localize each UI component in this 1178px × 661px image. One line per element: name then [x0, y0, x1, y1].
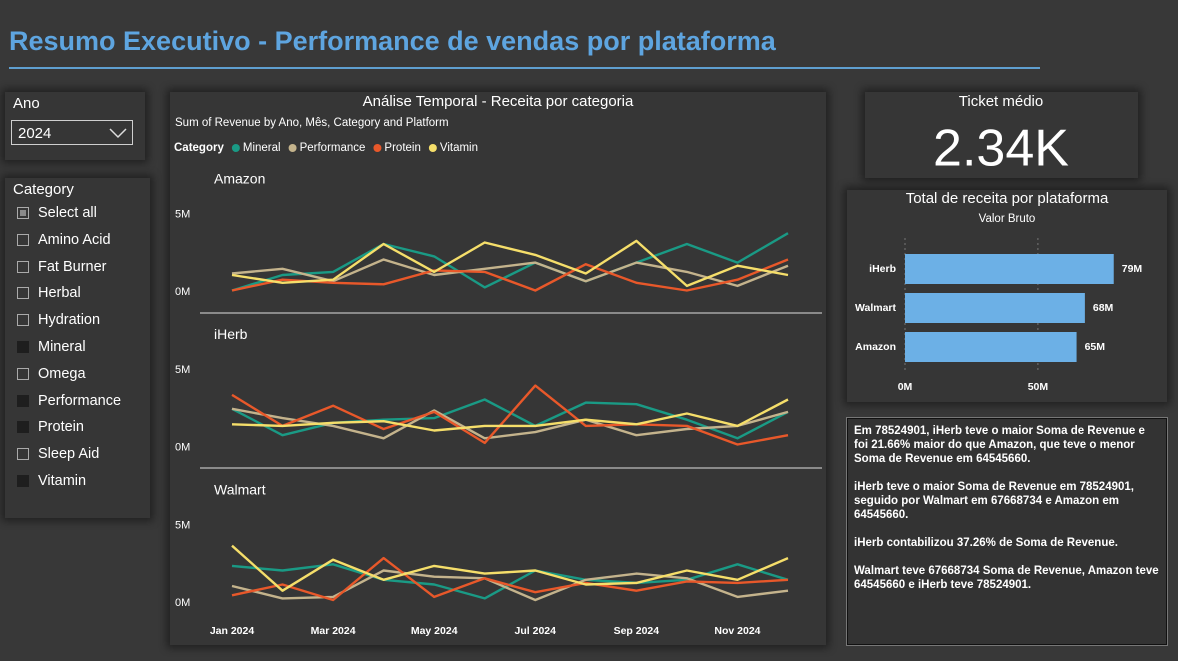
checkbox: [17, 207, 29, 219]
category-slicer: Category Select all Amino Acid Fat Burner H…: [5, 178, 150, 518]
slicer-item-label: Vitamin: [38, 473, 87, 489]
title-rule: [9, 67, 1040, 69]
slicer-item[interactable]: Herbal: [17, 282, 81, 304]
narrative-paragraph: Walmart teve 67668734 Soma de Revenue, A…: [854, 565, 1159, 591]
narrative-paragraph: Em 78524901, iHerb teve o maior Soma de …: [854, 425, 1145, 465]
slicer-item-label: Protein: [38, 419, 84, 436]
slicer-item[interactable]: Performance: [17, 390, 121, 412]
slicer-item-label: Sleep Aid: [38, 446, 100, 463]
checkbox: [17, 475, 29, 487]
slicer-item[interactable]: Mineral: [17, 336, 86, 358]
year-dropdown[interactable]: 2024: [11, 120, 133, 145]
year-slicer: Ano 2024: [5, 92, 145, 160]
dropdown-value: 2024: [18, 125, 52, 142]
checkbox: [17, 367, 29, 380]
slicer-item[interactable]: Omega: [17, 363, 86, 385]
slicer-item-label: Fat Burner: [38, 258, 107, 275]
line-chart-card: [170, 92, 826, 645]
slicer-item-label: Mineral: [38, 339, 86, 355]
slicer-item-label: Hydration: [38, 312, 101, 329]
page-title: Resumo Executivo - Performance de vendas…: [9, 26, 776, 56]
checkbox: [17, 314, 29, 327]
slicer-item-label: Omega: [38, 365, 86, 382]
checkbox: [17, 260, 29, 273]
checkbox: [17, 394, 29, 407]
slicer-item[interactable]: Hydration: [17, 309, 100, 331]
checkbox: [17, 341, 29, 353]
bar-chart-card: [847, 190, 1167, 402]
slicer-item[interactable]: Vitamin: [17, 470, 86, 492]
slicer-item-label: Herbal: [38, 285, 81, 302]
slicer-item[interactable]: Fat Burner: [17, 256, 107, 278]
slicer-item[interactable]: Sleep Aid: [17, 443, 99, 465]
checkbox: [17, 421, 29, 434]
checkbox: [17, 233, 29, 246]
chevron: [109, 128, 127, 139]
slicer-item-label: Select all: [38, 205, 97, 221]
narrative-paragraph: iHerb teve o maior Soma de Revenue em 78…: [854, 481, 1134, 521]
narrative-paragraph: iHerb contabilizou 37.26% de Soma de Rev…: [854, 537, 1118, 549]
slicer-item[interactable]: Protein: [17, 416, 84, 438]
checkbox: [17, 287, 29, 300]
checkbox: [17, 448, 29, 461]
slicer-label: Category: [13, 181, 74, 198]
slicer-label: Ano: [13, 95, 40, 112]
kpi-card: [865, 92, 1138, 178]
slicer-item-label: Amino Acid: [38, 231, 111, 248]
slicer-item-label: Performance: [38, 392, 122, 409]
slicer-item[interactable]: Amino Acid: [17, 229, 111, 251]
narrative: Em 78524901, iHerb teve o maior Soma de …: [846, 417, 1168, 646]
slicer-item[interactable]: Select all: [17, 202, 97, 224]
